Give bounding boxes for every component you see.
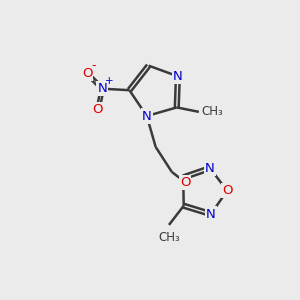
Text: O: O xyxy=(222,184,232,197)
Text: CH₃: CH₃ xyxy=(201,105,223,118)
Text: O: O xyxy=(82,67,92,80)
Text: N: N xyxy=(205,162,215,175)
Text: O: O xyxy=(93,103,103,116)
Text: N: N xyxy=(173,70,183,83)
Text: N: N xyxy=(206,208,216,220)
Text: +: + xyxy=(104,76,113,86)
Text: N: N xyxy=(98,82,107,95)
Text: N: N xyxy=(142,110,152,122)
Text: CH₃: CH₃ xyxy=(158,231,180,244)
Text: O: O xyxy=(180,176,190,189)
Text: -: - xyxy=(91,59,96,72)
